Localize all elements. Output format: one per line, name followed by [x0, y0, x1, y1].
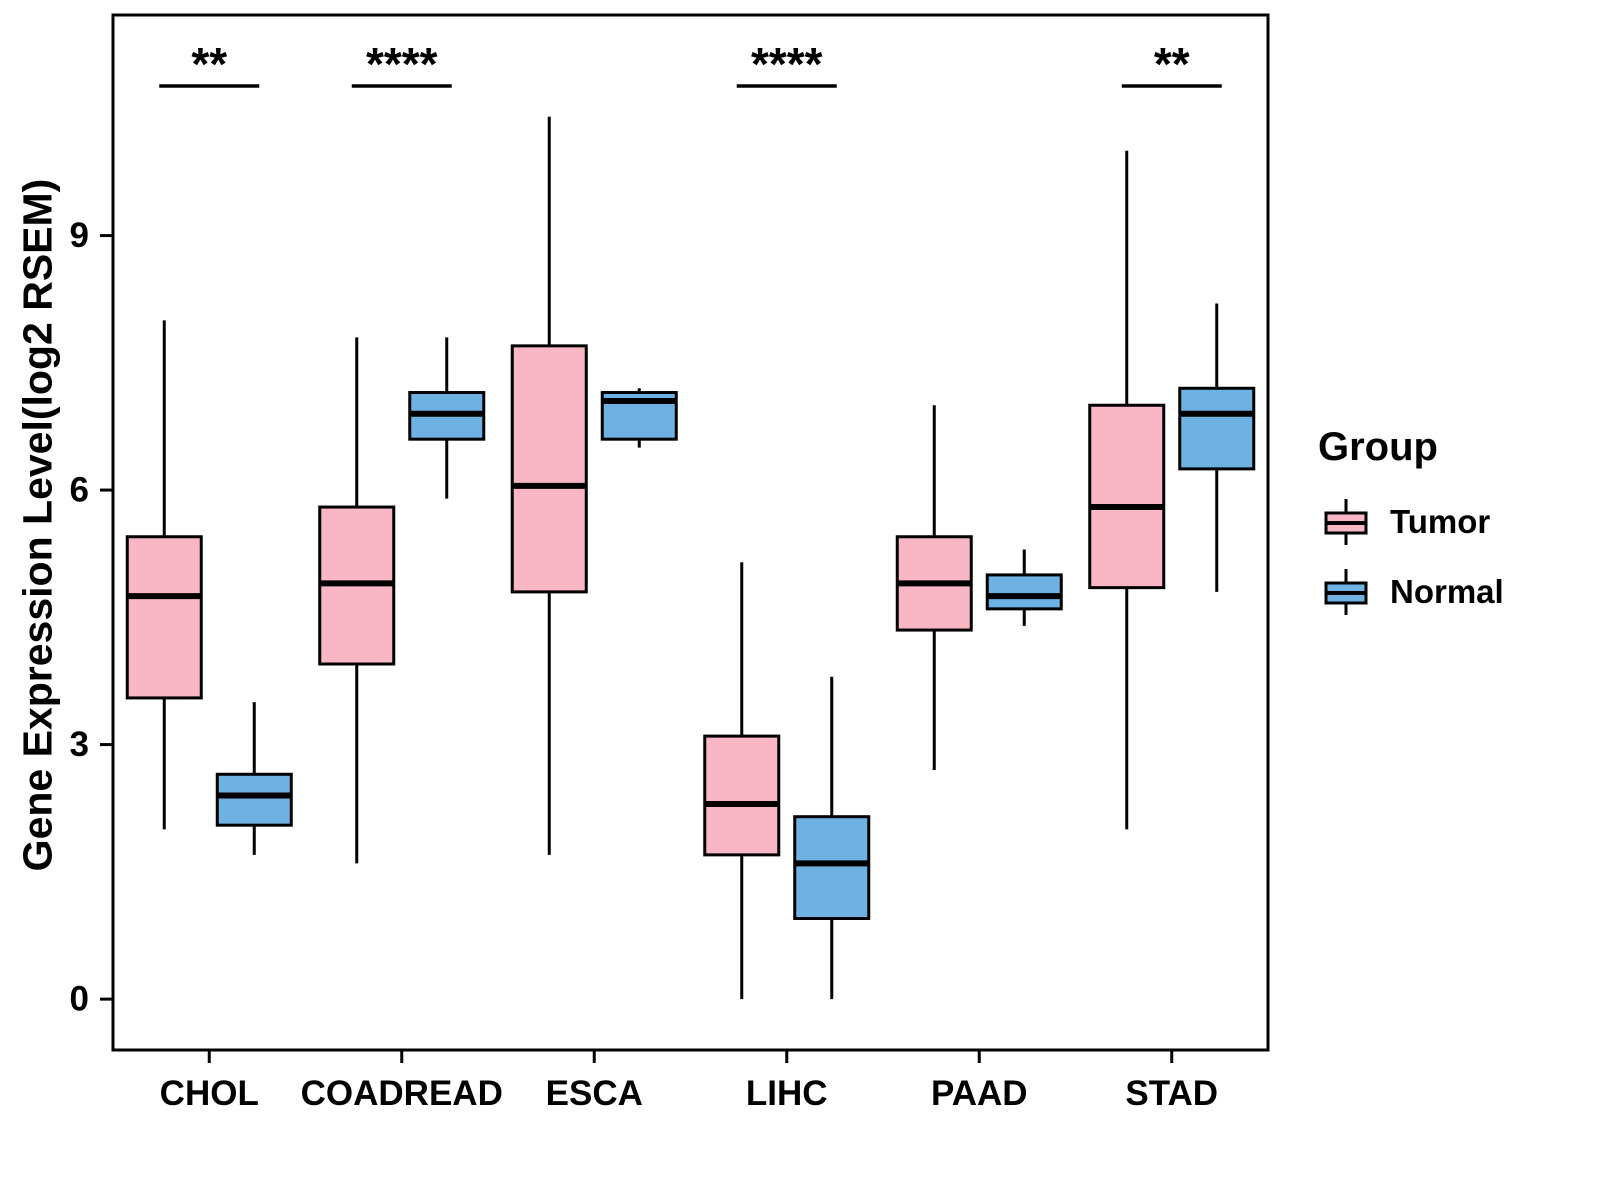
x-tick-label: LIHC	[746, 1074, 828, 1113]
x-tick-label: PAAD	[931, 1074, 1028, 1113]
legend-entry-tumor: Tumor	[1318, 494, 1504, 550]
x-tick-label: COADREAD	[301, 1074, 503, 1113]
significance-label-LIHC: ****	[751, 38, 823, 90]
legend-entry-label-tumor: Tumor	[1390, 503, 1491, 540]
plot-panel	[111, 13, 1270, 1052]
box-Normal-CHOL	[215, 772, 293, 827]
box-Normal-STAD	[1178, 386, 1256, 471]
x-tick-label: CHOL	[160, 1074, 259, 1113]
y-tick-label: 3	[70, 725, 89, 764]
legend-entry-label-normal: Normal	[1390, 573, 1504, 610]
box-Normal-LIHC	[793, 815, 871, 921]
significance-label-STAD: **	[1154, 38, 1190, 90]
box-Tumor-CHOL	[125, 535, 203, 700]
legend-key-normal-icon	[1324, 569, 1368, 615]
x-tick-label: STAD	[1125, 1074, 1218, 1113]
box-Tumor-LIHC	[703, 734, 781, 857]
significance-label-CHOL: **	[191, 38, 227, 90]
box-Tumor-STAD	[1088, 403, 1166, 590]
legend-entry-normal: Normal	[1318, 564, 1504, 620]
x-tick-label: ESCA	[546, 1074, 643, 1113]
box-Tumor-ESCA	[510, 344, 588, 594]
significance-label-COADREAD: ****	[366, 38, 438, 90]
y-tick-label: 9	[70, 216, 89, 255]
legend: Group Tumor Normal	[1318, 425, 1504, 620]
y-axis-title: Gene Expression Level(log2 RSEM)	[14, 178, 61, 872]
legend-title: Group	[1318, 425, 1438, 469]
box-Normal-PAAD	[985, 573, 1063, 611]
y-tick-label: 0	[70, 980, 89, 1019]
y-tick-label: 6	[70, 471, 89, 510]
legend-key-tumor-icon	[1324, 499, 1368, 545]
